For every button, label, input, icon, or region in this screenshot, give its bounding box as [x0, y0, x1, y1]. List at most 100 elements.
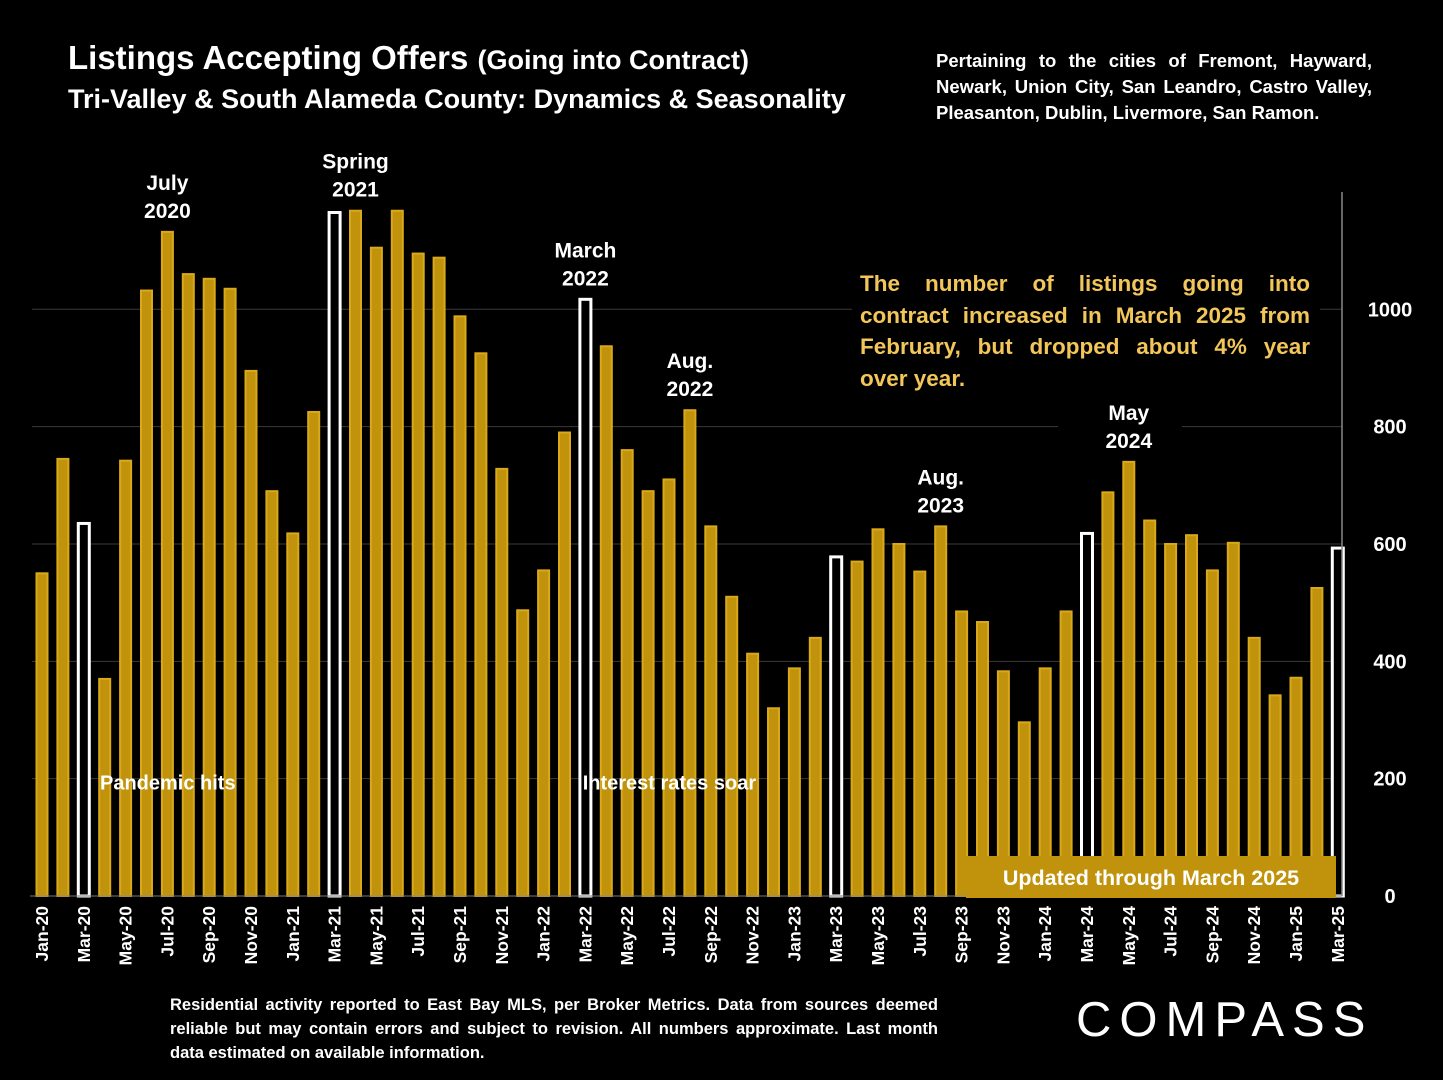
x-tick-label: Sep-21 [450, 906, 470, 964]
bar-may-22 [620, 449, 634, 897]
peak-annotation: May 2024 [1105, 402, 1152, 453]
bar-mar-20 [76, 521, 91, 898]
bar-apr-24 [1101, 491, 1115, 897]
bar-jun-24 [1143, 519, 1157, 898]
bar-apr-21 [349, 209, 362, 898]
x-tick-label: Mar-21 [325, 906, 345, 963]
bar-jul-22 [662, 478, 676, 897]
bar-sep-21 [453, 315, 467, 897]
event-label: Pandemic hits [100, 773, 236, 795]
bar-jul-24 [1164, 542, 1178, 897]
x-tick-label: May-21 [366, 906, 386, 966]
x-tick-label: May-20 [116, 906, 136, 966]
x-tick-label: Nov-22 [743, 906, 763, 965]
bar-nov-20 [244, 369, 258, 897]
x-tick-label: Jul-23 [910, 906, 930, 957]
bar-jan-21 [286, 532, 300, 897]
bar-mar-23 [829, 555, 844, 898]
title-paren: (Going into Contract) [477, 45, 749, 75]
x-tick-label: Jan-20 [32, 906, 52, 962]
bar-mar-22 [578, 297, 593, 898]
bar-mar-24 [1080, 531, 1094, 898]
peak-annotation: July 2020 [144, 172, 191, 223]
event-label: Interest rates soar [583, 773, 757, 795]
x-tick-label: Jan-24 [1035, 906, 1055, 962]
x-tick-label: May-24 [1119, 906, 1139, 966]
x-tick-label: Sep-22 [701, 906, 721, 964]
bar-may-24 [1122, 460, 1136, 897]
x-tick-label: Sep-20 [199, 906, 219, 964]
bar-sep-20 [202, 277, 216, 897]
bar-jun-21 [390, 209, 404, 898]
chart-title: Listings Accepting Offers (Going into Co… [68, 38, 749, 80]
y-tick-label: 1000 [1368, 299, 1413, 321]
bar-feb-25 [1310, 586, 1324, 897]
title-main: Listings Accepting Offers [68, 39, 469, 76]
chart-callout: The number of listings going into contra… [860, 271, 1310, 391]
bar-sep-24 [1205, 569, 1219, 897]
y-tick-label: 800 [1373, 417, 1406, 439]
bar-may-23 [871, 528, 885, 897]
bar-feb-21 [307, 410, 321, 897]
x-tick-label: Jul-20 [157, 906, 177, 957]
x-tick-label: Mar-20 [74, 906, 94, 963]
cities-note: Pertaining to the cities of Fremont, Hay… [936, 50, 1372, 123]
bar-jul-20 [160, 230, 174, 898]
x-tick-label: Mar-24 [1077, 906, 1097, 963]
bar-mar-21 [327, 210, 342, 898]
bar-apr-23 [850, 560, 864, 897]
bar-chart: 0 200 400 600 800 1000 Jan-20 Mar-20 May-20 Jul-2… [30, 151, 1413, 966]
bar-nov-21 [495, 467, 509, 897]
peak-annotation: March 2022 [554, 239, 616, 290]
peak-annotation: Spring 2021 [322, 151, 389, 202]
x-tick-label: Jan-22 [534, 906, 554, 962]
compass-logo: COMPASS [1076, 993, 1374, 1047]
x-tick-label: Nov-20 [241, 906, 261, 965]
label-backdrop [1058, 395, 1182, 457]
x-tick-label: Jul-22 [659, 906, 679, 957]
bar-jun-22 [641, 490, 655, 897]
y-tick-label: 400 [1373, 651, 1406, 673]
bar-sep-23 [955, 610, 969, 897]
bar-oct-20 [223, 287, 237, 897]
bar-feb-24 [1059, 610, 1073, 897]
bar-oct-24 [1226, 541, 1240, 897]
bar-dec-20 [265, 490, 279, 897]
x-tick-label: Sep-23 [952, 906, 972, 964]
x-tick-label: Nov-23 [993, 906, 1013, 965]
x-tick-label: Mar-22 [575, 906, 595, 963]
x-tick-label: Jan-25 [1286, 906, 1306, 962]
x-tick-label: Nov-24 [1244, 906, 1264, 965]
bar-aug-23 [934, 525, 948, 898]
bar-jul-23 [913, 570, 927, 897]
x-tick-label: Jul-24 [1161, 906, 1181, 957]
bar-aug-22 [683, 409, 697, 897]
x-tick-label: May-22 [617, 906, 637, 966]
bar-aug-24 [1185, 534, 1198, 897]
peak-annotation: Aug. 2022 [667, 350, 714, 401]
x-tick-label: Jan-23 [784, 906, 804, 962]
updated-badge-text: Updated through March 2025 [1003, 866, 1299, 890]
x-tick-label: May-23 [868, 906, 888, 966]
bar-jun-23 [892, 542, 906, 897]
bar-dec-21 [516, 609, 530, 897]
bar-jul-21 [411, 252, 425, 898]
x-tick-label: Sep-24 [1202, 906, 1222, 964]
x-tick-label: Mar-23 [826, 906, 846, 963]
bar-oct-22 [725, 595, 739, 898]
x-tick-label: Jan-21 [283, 906, 303, 962]
y-tick-label: 600 [1373, 534, 1406, 556]
bar-feb-22 [558, 431, 571, 897]
y-tick-label: 0 [1384, 886, 1395, 908]
bar-feb-20 [56, 457, 70, 897]
bar-aug-21 [432, 256, 446, 897]
updated-badge-box [966, 856, 1336, 898]
source-footnote: Residential activity reported to East Ba… [170, 996, 938, 1062]
bar-jun-20 [140, 289, 153, 898]
x-tick-label: Jul-21 [408, 906, 428, 957]
x-tick-label: Nov-21 [492, 906, 512, 965]
bar-may-20 [119, 459, 133, 897]
bar-sep-22 [704, 525, 718, 898]
peak-annotation: Aug. 2023 [917, 466, 964, 517]
x-tick-label: Mar-25 [1328, 906, 1348, 963]
